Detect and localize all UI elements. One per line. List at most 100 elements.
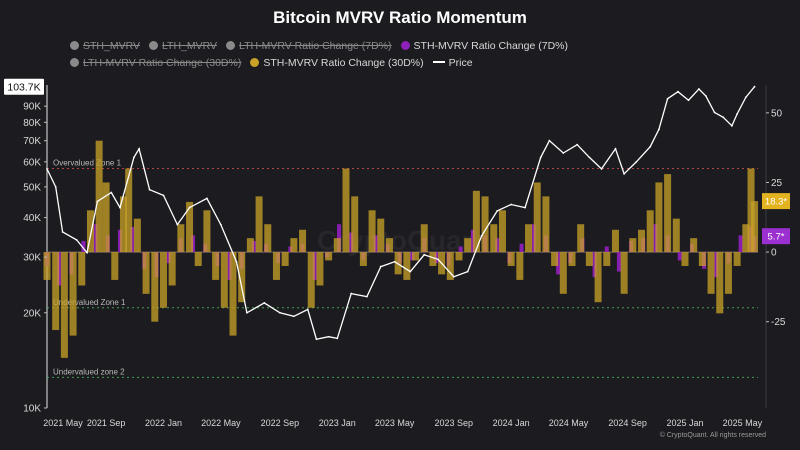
right-tick-label: 25 [771,178,783,189]
right-tick-label: -25 [771,317,786,328]
price-point [86,251,88,254]
legend-label: LTH-MVRV Ratio Change (7D%) [239,40,392,52]
data-bar [519,243,524,253]
x-tick-label: 2022 Jan [145,418,182,428]
data-bar [86,210,94,253]
price-point [452,275,455,278]
x-tick-label: 2024 Jan [493,418,530,428]
price-point [704,94,707,97]
data-bar [412,252,420,261]
price-point [206,197,208,200]
data-bar [677,252,682,261]
data-bar [102,182,110,253]
price-point [219,223,222,226]
price-point [736,113,739,115]
legend-item[interactable]: STH_MVRV [70,38,140,55]
data-bar [333,238,341,253]
data-bar [733,252,741,266]
chart-legend: STH_MVRV LTH_MVRV LTH-MVRV Ratio Change (7… [70,38,750,72]
data-bar [111,252,119,280]
price-point [315,338,318,341]
legend-dot-icon [226,41,236,50]
x-tick-label: 2025 Jan [666,418,703,428]
data-bar [724,252,732,294]
legend-item[interactable]: STH-MVRV Ratio Change (7D%) [400,38,568,55]
x-tick-label: 2025 May [723,418,763,428]
legend-label: STH-MVRV Ratio Change (30D%) [263,57,424,69]
price-point [350,292,353,295]
price-point [327,335,330,338]
x-tick-label: 2024 Sep [608,418,647,428]
price-point [496,209,499,212]
legend-item[interactable]: LTH-MVRV Ratio Change (30D%) [70,55,241,72]
legend-dot-icon [400,41,410,50]
data-bar [52,252,60,331]
price-point [263,301,266,304]
data-bar [420,224,428,253]
legend-item[interactable]: LTH-MVRV Ratio Change (7D%) [226,38,392,55]
legend-item[interactable]: STH-MVRV Ratio Change (30D%) [250,55,424,72]
left-tick-label: 30K [23,253,41,264]
data-bar [281,252,289,266]
data-bar [629,238,637,253]
legend-item[interactable]: Price [432,55,473,72]
price-point [133,156,135,159]
left-tick-label: 10K [23,404,41,415]
value-marker-label: 5.7* [768,232,785,243]
data-bar [78,252,86,286]
data-bar [81,240,86,253]
price-point [524,206,526,209]
data-bar [738,235,743,253]
legend-item[interactable]: LTH_MVRV [149,38,217,55]
price-point [466,270,469,273]
price-point [246,311,248,314]
data-bar [194,252,202,266]
legend-dot-icon [70,58,79,67]
x-tick-label: 2021 May [43,418,83,428]
current-price-box [4,78,44,95]
price-point [510,203,513,206]
legend-line-swatch [432,61,445,63]
price-point [731,124,733,127]
data-bar [690,238,698,253]
price-point [548,139,551,142]
price-point [148,188,151,191]
data-bar [359,252,367,266]
price-point [677,90,679,93]
price-point [235,260,238,263]
data-bar [716,252,724,314]
data-bar [585,252,593,266]
price-point [614,147,617,150]
data-bar [638,229,646,253]
left-tick-label: 80K [23,118,41,129]
data-bar [751,201,759,253]
data-bar [272,252,280,280]
data-bar [698,252,706,266]
price-point [666,97,669,100]
price-point [54,186,57,188]
data-bar [351,196,359,253]
price-point [61,231,64,233]
price-point [306,308,309,311]
price-point [279,311,281,314]
price-point [635,160,638,163]
data-bar [681,252,689,266]
current-price-label: 103.7K [7,82,40,94]
price-point [588,156,591,159]
x-tick-label: 2023 Sep [435,418,474,428]
x-tick-label: 2022 Sep [261,418,300,428]
zone-label: Overvalued Zone 1 [53,159,122,168]
price-point [393,260,396,263]
price-point [539,156,542,159]
data-bar [325,252,333,261]
price-point [119,206,121,209]
data-bar [616,252,621,272]
price-point [576,143,579,146]
data-bar [551,252,559,266]
legend-label: STH-MVRV Ratio Change (7D%) [413,40,568,52]
value-marker-box [762,228,790,245]
data-bar [151,252,159,322]
left-tick-label: 50K [23,182,41,193]
zone-label: Undervalued Zone 1 [53,298,126,307]
data-bar [255,196,263,253]
